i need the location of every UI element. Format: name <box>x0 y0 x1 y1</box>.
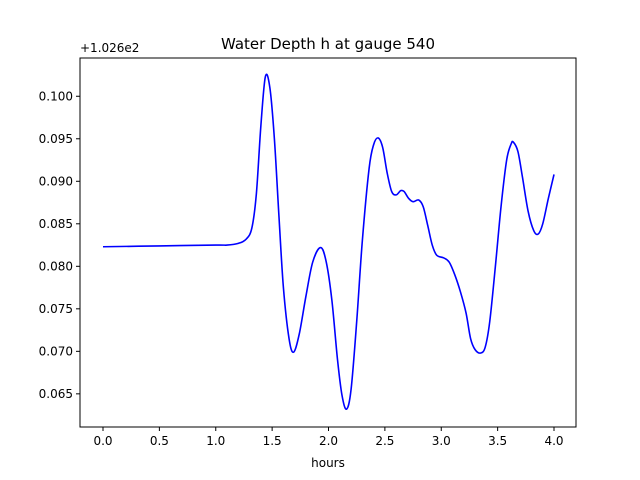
x-tick-label: 4.0 <box>544 434 563 448</box>
plot-frame <box>79 57 577 428</box>
y-tick-label: 0.070 <box>39 344 73 358</box>
x-axis-label: hours <box>311 456 345 470</box>
x-tick-label: 3.0 <box>432 434 451 448</box>
chart-title: Water Depth h at gauge 540 <box>221 35 435 53</box>
y-tick-label: 0.095 <box>39 132 73 146</box>
y-tick-label: 0.090 <box>39 174 73 188</box>
y-tick-label: 0.075 <box>39 302 73 316</box>
x-tick-label: 3.5 <box>488 434 507 448</box>
series-line-h <box>102 73 555 410</box>
x-tick-label: 0.0 <box>93 434 112 448</box>
x-tick-label: 1.0 <box>206 434 225 448</box>
y-tick-label: 0.100 <box>39 89 73 103</box>
y-tick-label: 0.085 <box>39 217 73 231</box>
y-tick-label: 0.065 <box>39 387 73 401</box>
y-tick-label: 0.080 <box>39 259 73 273</box>
y-offset-label: +1.026e2 <box>80 41 139 55</box>
x-tick-label: 2.0 <box>319 434 338 448</box>
x-tick-label: 2.5 <box>375 434 394 448</box>
x-tick-label: 0.5 <box>150 434 169 448</box>
x-tick-label: 1.5 <box>263 434 282 448</box>
